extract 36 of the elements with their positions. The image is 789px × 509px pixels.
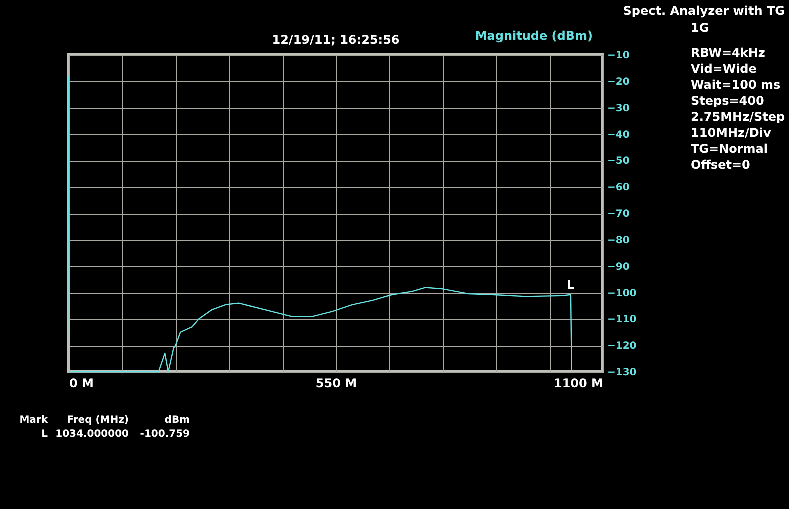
x-tick-label: 1100 M	[554, 376, 604, 390]
y-tick-label: −90	[608, 262, 630, 273]
text: Vid=Wide	[691, 62, 757, 76]
annotation: L	[567, 278, 576, 292]
y-tick-label: −70	[608, 209, 630, 220]
text: -100.759	[140, 429, 190, 440]
text: 1034.000000	[56, 429, 130, 440]
x-tick-label: 0 M	[70, 376, 94, 390]
y-tick-label: −10	[608, 50, 630, 62]
text: Freq (MHz)	[67, 415, 129, 426]
text: dBm	[164, 415, 190, 426]
text: RBW=4kHz	[691, 46, 766, 60]
text: Steps=400	[691, 94, 764, 108]
y-tick-label: −50	[608, 156, 630, 168]
y-tick-label: −80	[608, 235, 630, 246]
y-tick-label: −110	[608, 314, 637, 326]
x-tick-label: 550 M	[316, 376, 358, 390]
text: TG=Normal	[691, 142, 768, 156]
y-axis-title: Magnitude (dBm)	[475, 29, 593, 43]
text: Mark	[20, 415, 48, 426]
text: Spect. Analyzer with TG	[623, 4, 785, 18]
text: L	[42, 429, 49, 440]
y-tick-label: −40	[608, 130, 630, 141]
y-tick-label: −20	[608, 76, 630, 88]
text: Offset=0	[691, 158, 750, 172]
text: 110MHz/Div	[691, 126, 772, 140]
text: 2.75MHz/Step	[691, 110, 786, 124]
line-series	[68, 76, 573, 373]
text: 1G	[691, 21, 710, 35]
chart-title: 12/19/11; 16:25:56	[272, 33, 400, 47]
y-tick-label: −120	[608, 341, 637, 352]
y-tick-label: −60	[608, 182, 630, 194]
y-tick-label: −30	[608, 103, 630, 114]
text: Wait=100 ms	[691, 78, 781, 92]
y-tick-label: −130	[608, 368, 637, 378]
y-tick-label: −100	[608, 288, 637, 300]
